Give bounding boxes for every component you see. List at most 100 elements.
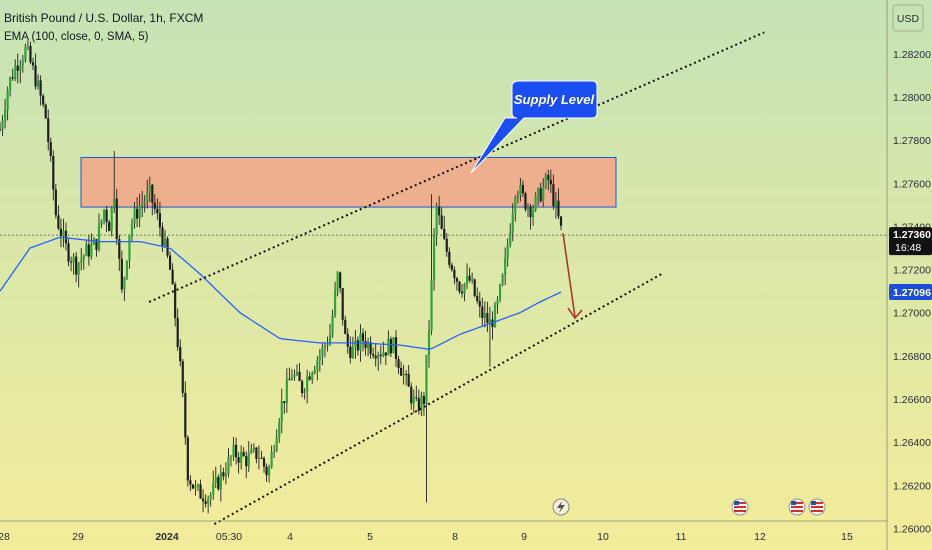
candle-body bbox=[356, 340, 360, 351]
candle-body bbox=[92, 239, 96, 245]
candle-body bbox=[234, 444, 238, 458]
event-markers[interactable] bbox=[552, 498, 826, 516]
candle-body bbox=[26, 45, 30, 48]
candle-body bbox=[280, 401, 283, 422]
candle-body bbox=[529, 206, 532, 218]
candle-body bbox=[468, 275, 471, 281]
candle-body bbox=[359, 333, 362, 351]
time-tick-label: 9 bbox=[521, 531, 527, 543]
us-flag-event-icon[interactable] bbox=[731, 498, 749, 516]
candle-body bbox=[163, 238, 167, 246]
plot-area[interactable] bbox=[0, 31, 887, 525]
time-tick-label: 05:30 bbox=[216, 531, 242, 543]
candle-body bbox=[496, 299, 499, 306]
candle-body bbox=[39, 80, 42, 96]
price-axis[interactable]: USD 1.26000 1.26200 1.26400 1.26600 1.26800 1… bbox=[886, 0, 932, 550]
candle-body bbox=[486, 313, 489, 323]
candle-body bbox=[115, 198, 118, 239]
candle-body bbox=[118, 238, 121, 259]
callout[interactable]: Supply Level bbox=[470, 80, 598, 174]
candle-body bbox=[323, 345, 327, 348]
candle-body bbox=[130, 223, 134, 235]
candle-body bbox=[120, 258, 123, 290]
callout-bubble bbox=[470, 80, 598, 174]
candle-body bbox=[366, 342, 370, 349]
candle-body bbox=[435, 206, 438, 236]
candle-body bbox=[67, 243, 70, 262]
candle-body bbox=[453, 269, 456, 279]
candle-body bbox=[458, 281, 461, 292]
callout-text: Supply Level bbox=[514, 92, 595, 107]
candle-body bbox=[191, 484, 195, 489]
candle-body bbox=[270, 451, 273, 468]
candle-body bbox=[402, 373, 405, 376]
candle-body bbox=[156, 208, 159, 214]
candle-body bbox=[189, 480, 192, 485]
ema-indicator-label: EMA (100, close, 0, SMA, 5) bbox=[4, 31, 149, 43]
ema-line bbox=[0, 236, 562, 350]
candle-body bbox=[488, 319, 492, 323]
candle-body bbox=[9, 77, 12, 91]
channel-upper-line[interactable] bbox=[148, 31, 765, 303]
candle-body bbox=[0, 129, 2, 131]
candle-body bbox=[214, 477, 217, 483]
candle-body bbox=[341, 288, 344, 320]
last-price-value: 1.27360 bbox=[893, 229, 931, 241]
candle-body bbox=[273, 451, 276, 453]
ema-price-value: 1.27096 bbox=[893, 287, 931, 299]
projection-arrow[interactable] bbox=[562, 232, 583, 320]
candle-body bbox=[379, 354, 382, 357]
candle-body bbox=[537, 188, 540, 196]
candle-body bbox=[321, 347, 324, 356]
candle-body bbox=[547, 175, 550, 180]
candle-body bbox=[59, 228, 63, 237]
candle-body bbox=[328, 335, 332, 345]
candle-body bbox=[31, 62, 35, 66]
price-tick-label: 1.28000 bbox=[893, 92, 931, 104]
candle-body bbox=[3, 110, 7, 121]
candle-body bbox=[346, 333, 349, 347]
time-axis[interactable]: 28 29 2024 05:30 4 5 8 9 10 11 12 15 bbox=[0, 520, 887, 543]
candle-body bbox=[24, 47, 27, 61]
us-flag-event-icon[interactable] bbox=[808, 498, 826, 516]
currency-box[interactable] bbox=[892, 4, 924, 32]
candle-body bbox=[57, 215, 60, 229]
candle-body bbox=[135, 208, 139, 219]
candle-body bbox=[252, 447, 255, 450]
candle-body bbox=[410, 386, 413, 404]
candle-body bbox=[90, 244, 93, 257]
supply-zone[interactable] bbox=[80, 156, 617, 208]
candle-body bbox=[255, 447, 258, 459]
candle-body bbox=[69, 261, 73, 263]
candle-body bbox=[432, 235, 436, 281]
candle-body bbox=[557, 200, 560, 217]
candle-body bbox=[6, 90, 9, 111]
candle-body bbox=[283, 401, 286, 404]
channel-lower-line[interactable] bbox=[213, 273, 663, 525]
time-tick-label: 11 bbox=[676, 531, 687, 543]
candle-body bbox=[514, 197, 517, 214]
time-ticks: 28 29 2024 05:30 4 5 8 9 10 11 12 15 bbox=[0, 531, 853, 543]
price-tick-label: 1.26400 bbox=[893, 437, 931, 449]
candle-body bbox=[260, 457, 263, 459]
candle-body bbox=[425, 354, 428, 404]
candle-body bbox=[217, 477, 220, 490]
candle-body bbox=[524, 193, 527, 210]
candle-body bbox=[148, 184, 151, 192]
lightning-event-icon[interactable] bbox=[552, 498, 570, 516]
us-flag-event-icon[interactable] bbox=[788, 498, 806, 516]
candle-body bbox=[539, 188, 542, 202]
candle-body bbox=[278, 421, 281, 438]
candle-body bbox=[288, 379, 291, 381]
candle-body bbox=[275, 437, 278, 452]
candle-body bbox=[298, 371, 301, 381]
candle-body bbox=[72, 256, 75, 263]
candle-body bbox=[21, 60, 24, 66]
candle-body bbox=[336, 272, 339, 291]
candle-body bbox=[49, 141, 52, 157]
candle-body bbox=[247, 452, 250, 467]
candle-body bbox=[199, 484, 202, 499]
candle-body bbox=[460, 291, 464, 294]
